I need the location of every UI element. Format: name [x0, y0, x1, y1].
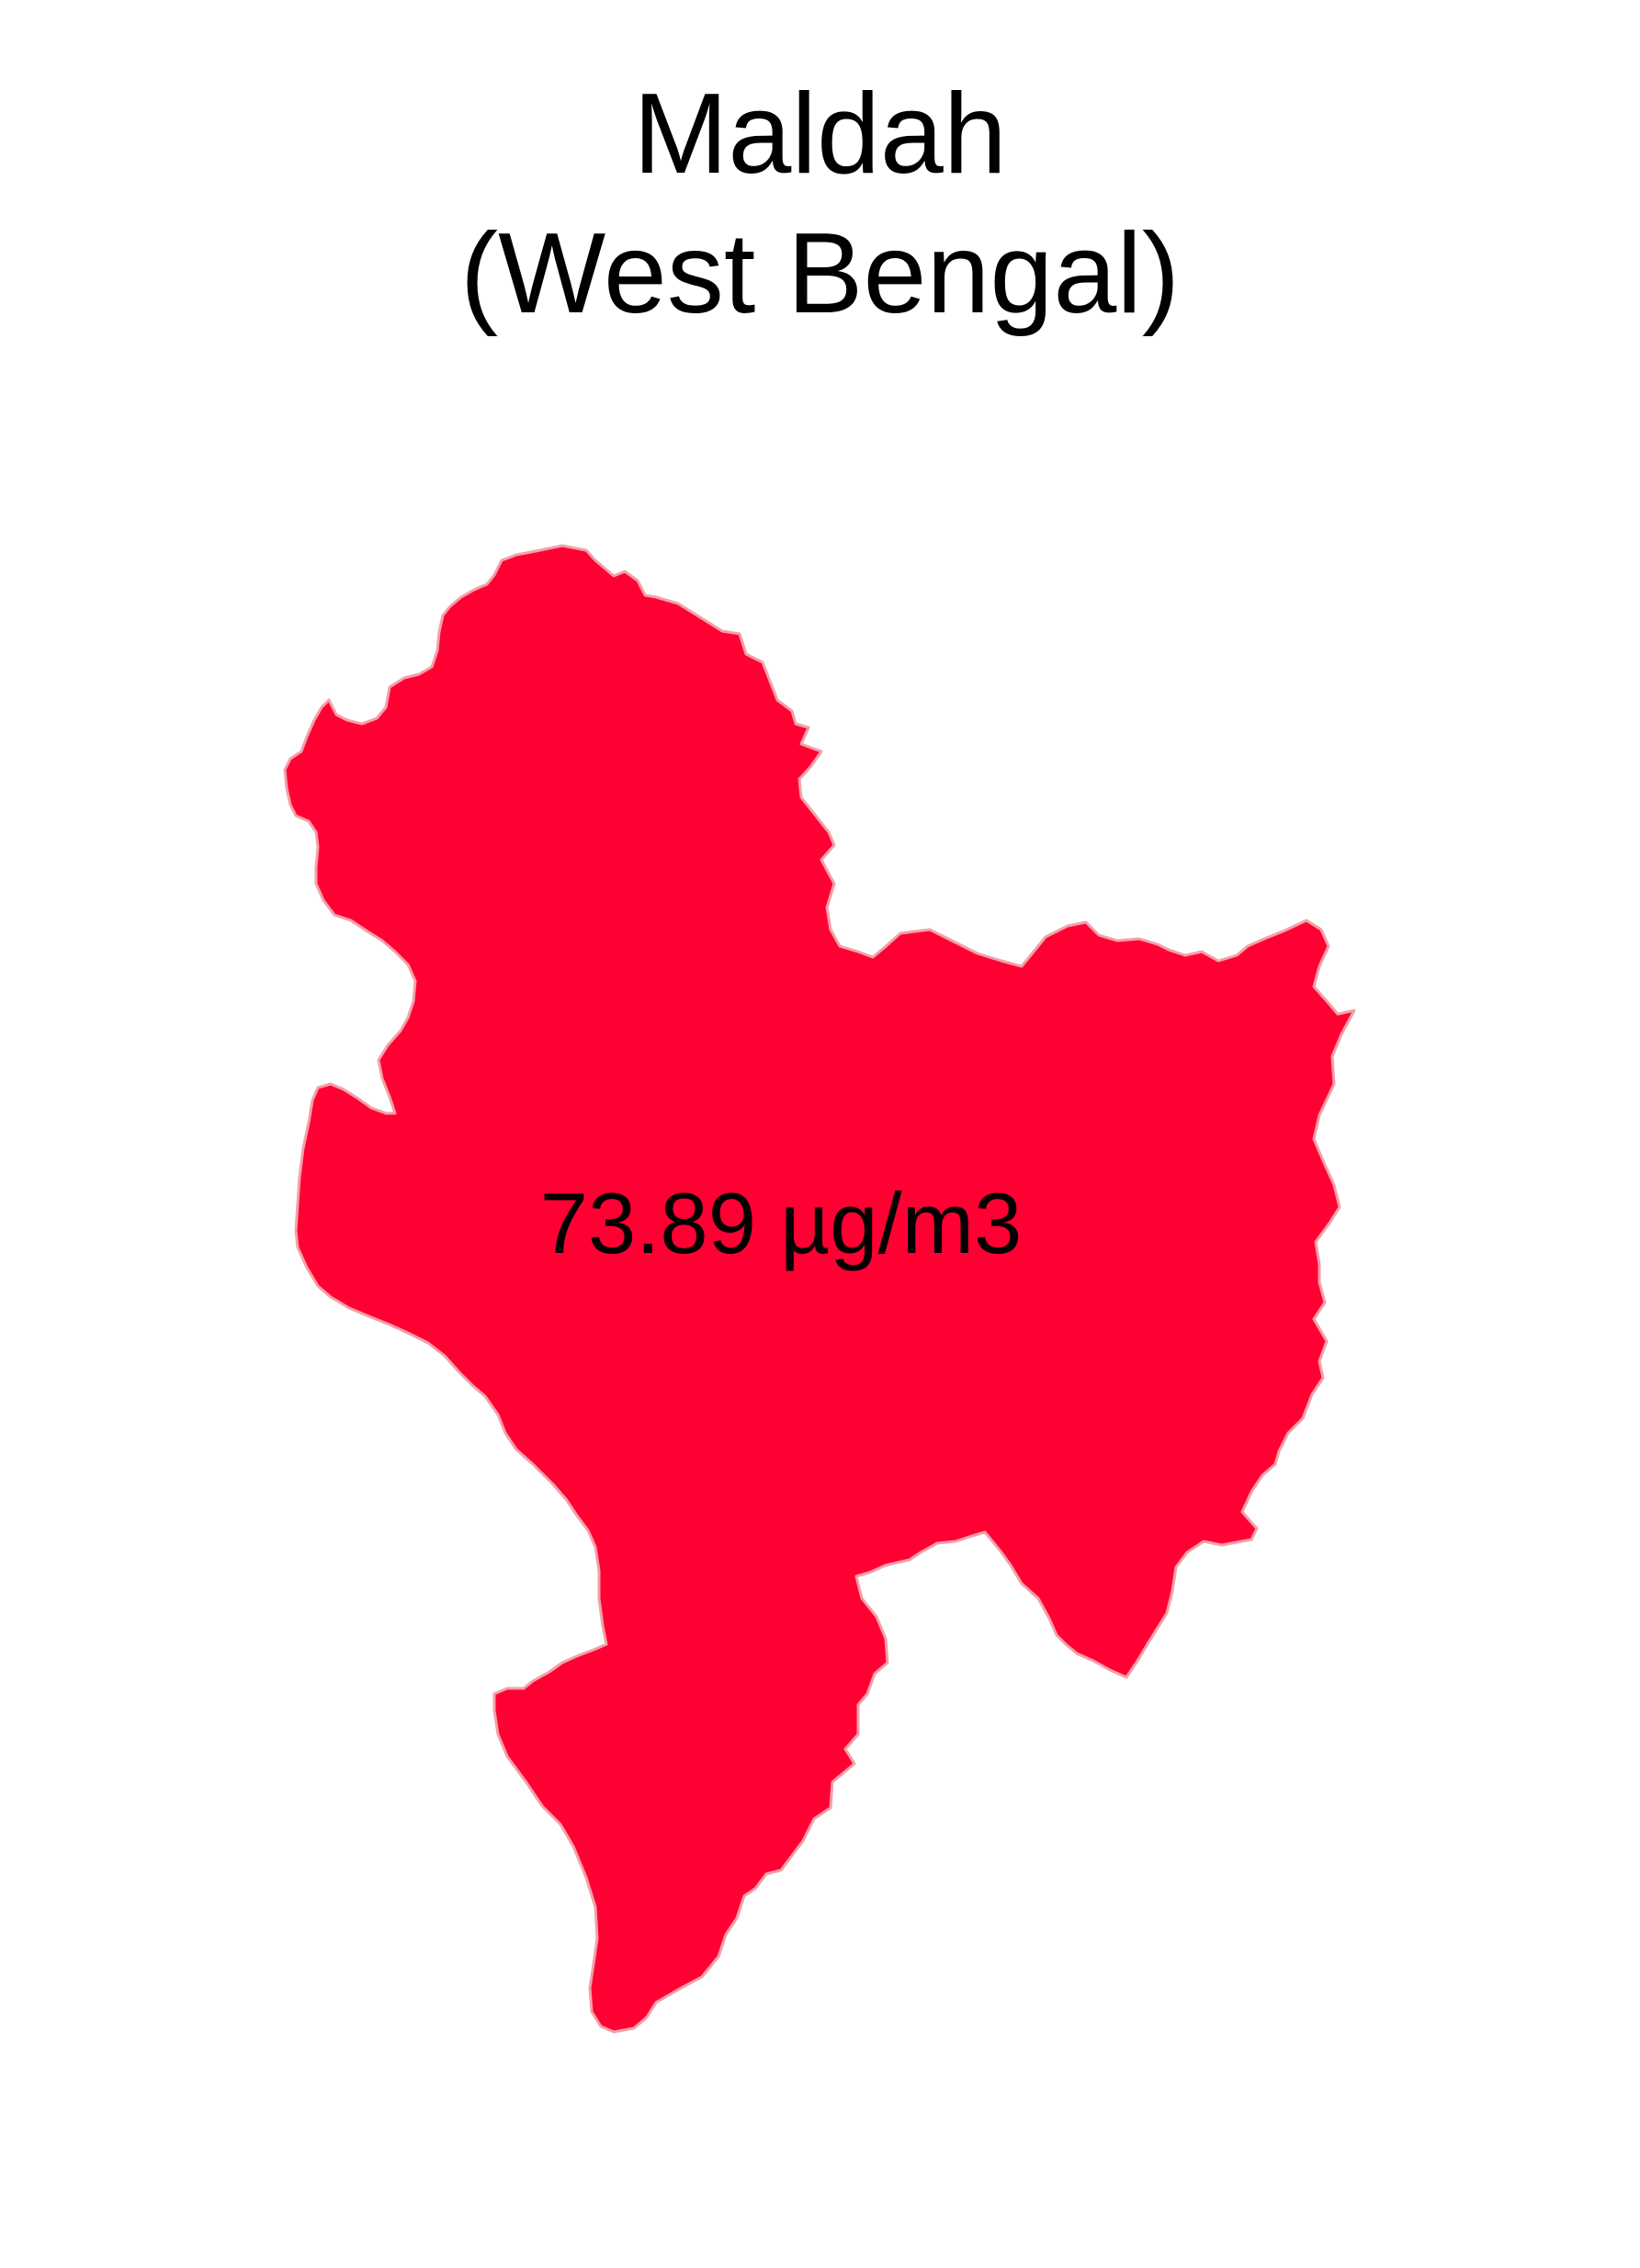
map-title: Maldah (West Bengal): [0, 64, 1640, 344]
district-name-title: Maldah: [633, 71, 1007, 197]
pm25-value-label: 73.89 µg/m3: [540, 1175, 1022, 1271]
district-region-shape: [283, 544, 1356, 2034]
state-name-subtitle: (West Bengal): [459, 210, 1181, 337]
